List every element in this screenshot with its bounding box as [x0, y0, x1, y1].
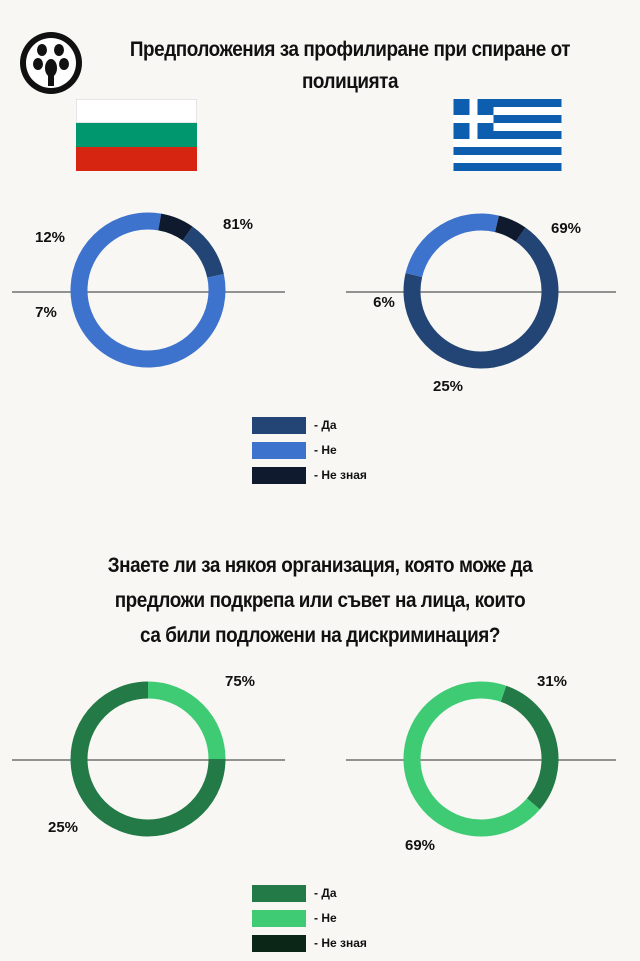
section2-title-line2: предложи подкрепа или съвет на лица, кои… [114, 589, 526, 612]
legend-swatch [252, 466, 306, 484]
section1-title-line1: Предположения за профилиране при спиране… [129, 38, 571, 61]
data-label: 25% [48, 819, 78, 836]
legend-label: - Не [314, 911, 337, 925]
organization-logo [20, 32, 82, 94]
donut-segment-Не [405, 213, 499, 278]
legend-label: - Да [314, 418, 337, 432]
donut-segment-Не [147, 681, 226, 760]
legend-item-no: - Не [252, 909, 337, 927]
section2-title-line3: са били подложени на дискриминация? [140, 624, 500, 647]
data-label: 25% [433, 378, 463, 395]
donut-segment-Да [500, 685, 559, 810]
data-label: 81% [223, 216, 253, 233]
legend-label: - Не зная [314, 468, 367, 482]
legend-swatch [252, 909, 306, 927]
legend-label: - Да [314, 886, 337, 900]
data-label: 69% [551, 220, 581, 237]
donut-segment-Да [182, 226, 224, 278]
legend-item-yes: - Да [252, 416, 337, 434]
data-label: 6% [373, 294, 395, 311]
legend-item-yes: - Да [252, 884, 337, 902]
legend-label: - Не зная [314, 936, 367, 950]
section2-title: Знаете ли за някоя организация, която мо… [68, 548, 572, 653]
data-label: 12% [35, 229, 65, 246]
donut-segment-Да [403, 227, 559, 369]
legend-swatch [252, 884, 306, 902]
legend-swatch [252, 934, 306, 952]
data-label: 69% [405, 837, 435, 854]
legend-item-no: - Не [252, 441, 337, 459]
legend-swatch [252, 416, 306, 434]
legend-swatch [252, 441, 306, 459]
donut-segment-Да [70, 681, 226, 837]
legend-item-dont-know: - Не зная [252, 934, 367, 952]
data-label: 7% [35, 304, 57, 321]
bulgaria-flag [76, 99, 197, 171]
greece-flag [453, 99, 562, 171]
donut-segment-Не [70, 212, 226, 368]
section2-title-line1: Знаете ли за някоя организация, която мо… [107, 554, 533, 577]
section1-title-line2: полицията [301, 70, 399, 93]
legend-item-dont-know: - Не зная [252, 466, 367, 484]
donut-segment-Не зная [157, 213, 193, 241]
data-label: 31% [537, 673, 567, 690]
donut-segment-Не [403, 681, 540, 837]
legend-label: - Не [314, 443, 337, 457]
donut-segment-Не зная [494, 215, 526, 242]
section1-title: Предположения за профилиране при спиране… [116, 34, 584, 98]
data-label: 75% [225, 673, 255, 690]
